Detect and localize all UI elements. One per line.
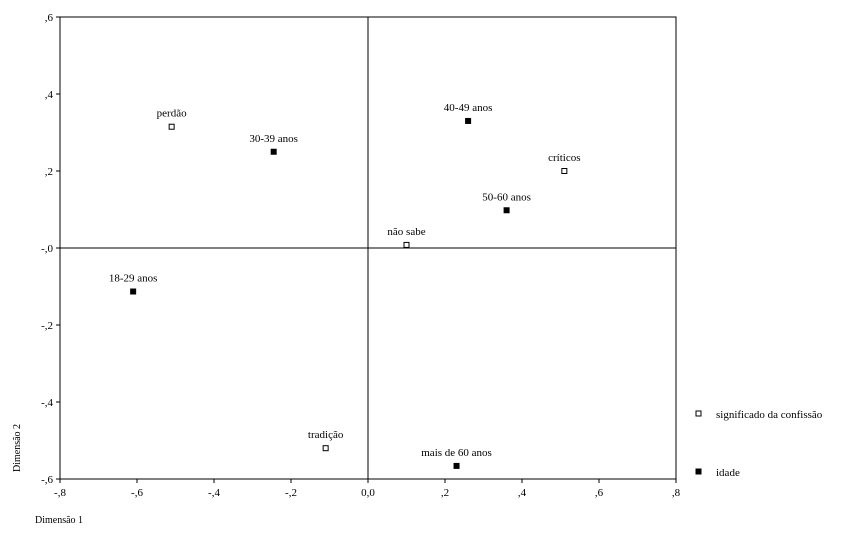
- y-axis-title: Dimensão 2: [12, 424, 23, 472]
- legend-label-idade: idade: [716, 467, 740, 479]
- x-tick-label: -,8: [54, 487, 66, 499]
- point-label: 30-39 anos: [249, 133, 298, 145]
- y-tick-label: ,2: [45, 166, 53, 178]
- legend: significado da confissão idade: [695, 409, 823, 479]
- x-tick-label: -,4: [208, 487, 220, 499]
- x-tick-label: ,8: [672, 487, 681, 499]
- x-tick-label: -,2: [285, 487, 297, 499]
- legend-marker-filled-square: [695, 468, 702, 475]
- y-tick-label: -,0: [41, 243, 53, 255]
- significado-point: [561, 168, 568, 174]
- y-tick-label: ,4: [45, 89, 54, 101]
- significado-point: [168, 123, 175, 130]
- legend-marker-open-square: [695, 410, 702, 417]
- reference-lines: [60, 17, 676, 479]
- x-axis-title: Dimensão 1: [35, 515, 83, 526]
- y-tick-label: -,2: [41, 320, 53, 332]
- point-label: 18-29 anos: [109, 273, 158, 285]
- point-label: não sabe: [387, 226, 425, 238]
- significado-point: [403, 241, 410, 248]
- legend-label-significado: significado da confissão: [716, 409, 823, 421]
- idade-point: [503, 207, 510, 214]
- idade-point: [270, 148, 277, 155]
- data-points: perdão críticos não sabe tradição 30-39 anos…: [109, 102, 581, 469]
- point-label: perdão: [157, 108, 187, 120]
- point-label: mais de 60 anos: [421, 447, 492, 459]
- x-tick-label: -,6: [131, 487, 143, 499]
- idade-point: [453, 462, 460, 469]
- x-tick-label: ,4: [518, 487, 527, 499]
- point-label: 40-49 anos: [444, 102, 493, 114]
- y-tick-label: -,4: [41, 397, 53, 409]
- y-tick-label: ,6: [45, 12, 54, 24]
- axis-ticks: -,8 -,6 -,4 -,2 0,0,2,4,6,8,6,4,2-,0-,2-,4-,…: [41, 12, 681, 499]
- x-tick-label: ,6: [595, 487, 604, 499]
- significado-point: [322, 445, 329, 452]
- idade-point: [130, 288, 137, 295]
- x-tick-label: 0,0: [361, 487, 375, 499]
- idade-point: [465, 117, 472, 124]
- point-label: tradição: [308, 429, 344, 441]
- point-label: críticos: [548, 152, 580, 164]
- point-label: 50-60 anos: [482, 191, 531, 203]
- x-tick-label: ,2: [441, 487, 449, 499]
- y-tick-label: -,6: [41, 474, 53, 486]
